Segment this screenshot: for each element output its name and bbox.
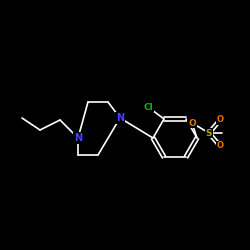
Text: O: O bbox=[188, 118, 196, 128]
Text: S: S bbox=[206, 128, 212, 138]
Text: N: N bbox=[74, 133, 82, 143]
Text: Cl: Cl bbox=[143, 102, 153, 112]
Text: O: O bbox=[216, 142, 224, 150]
Text: O: O bbox=[216, 116, 224, 124]
Text: N: N bbox=[116, 113, 124, 123]
